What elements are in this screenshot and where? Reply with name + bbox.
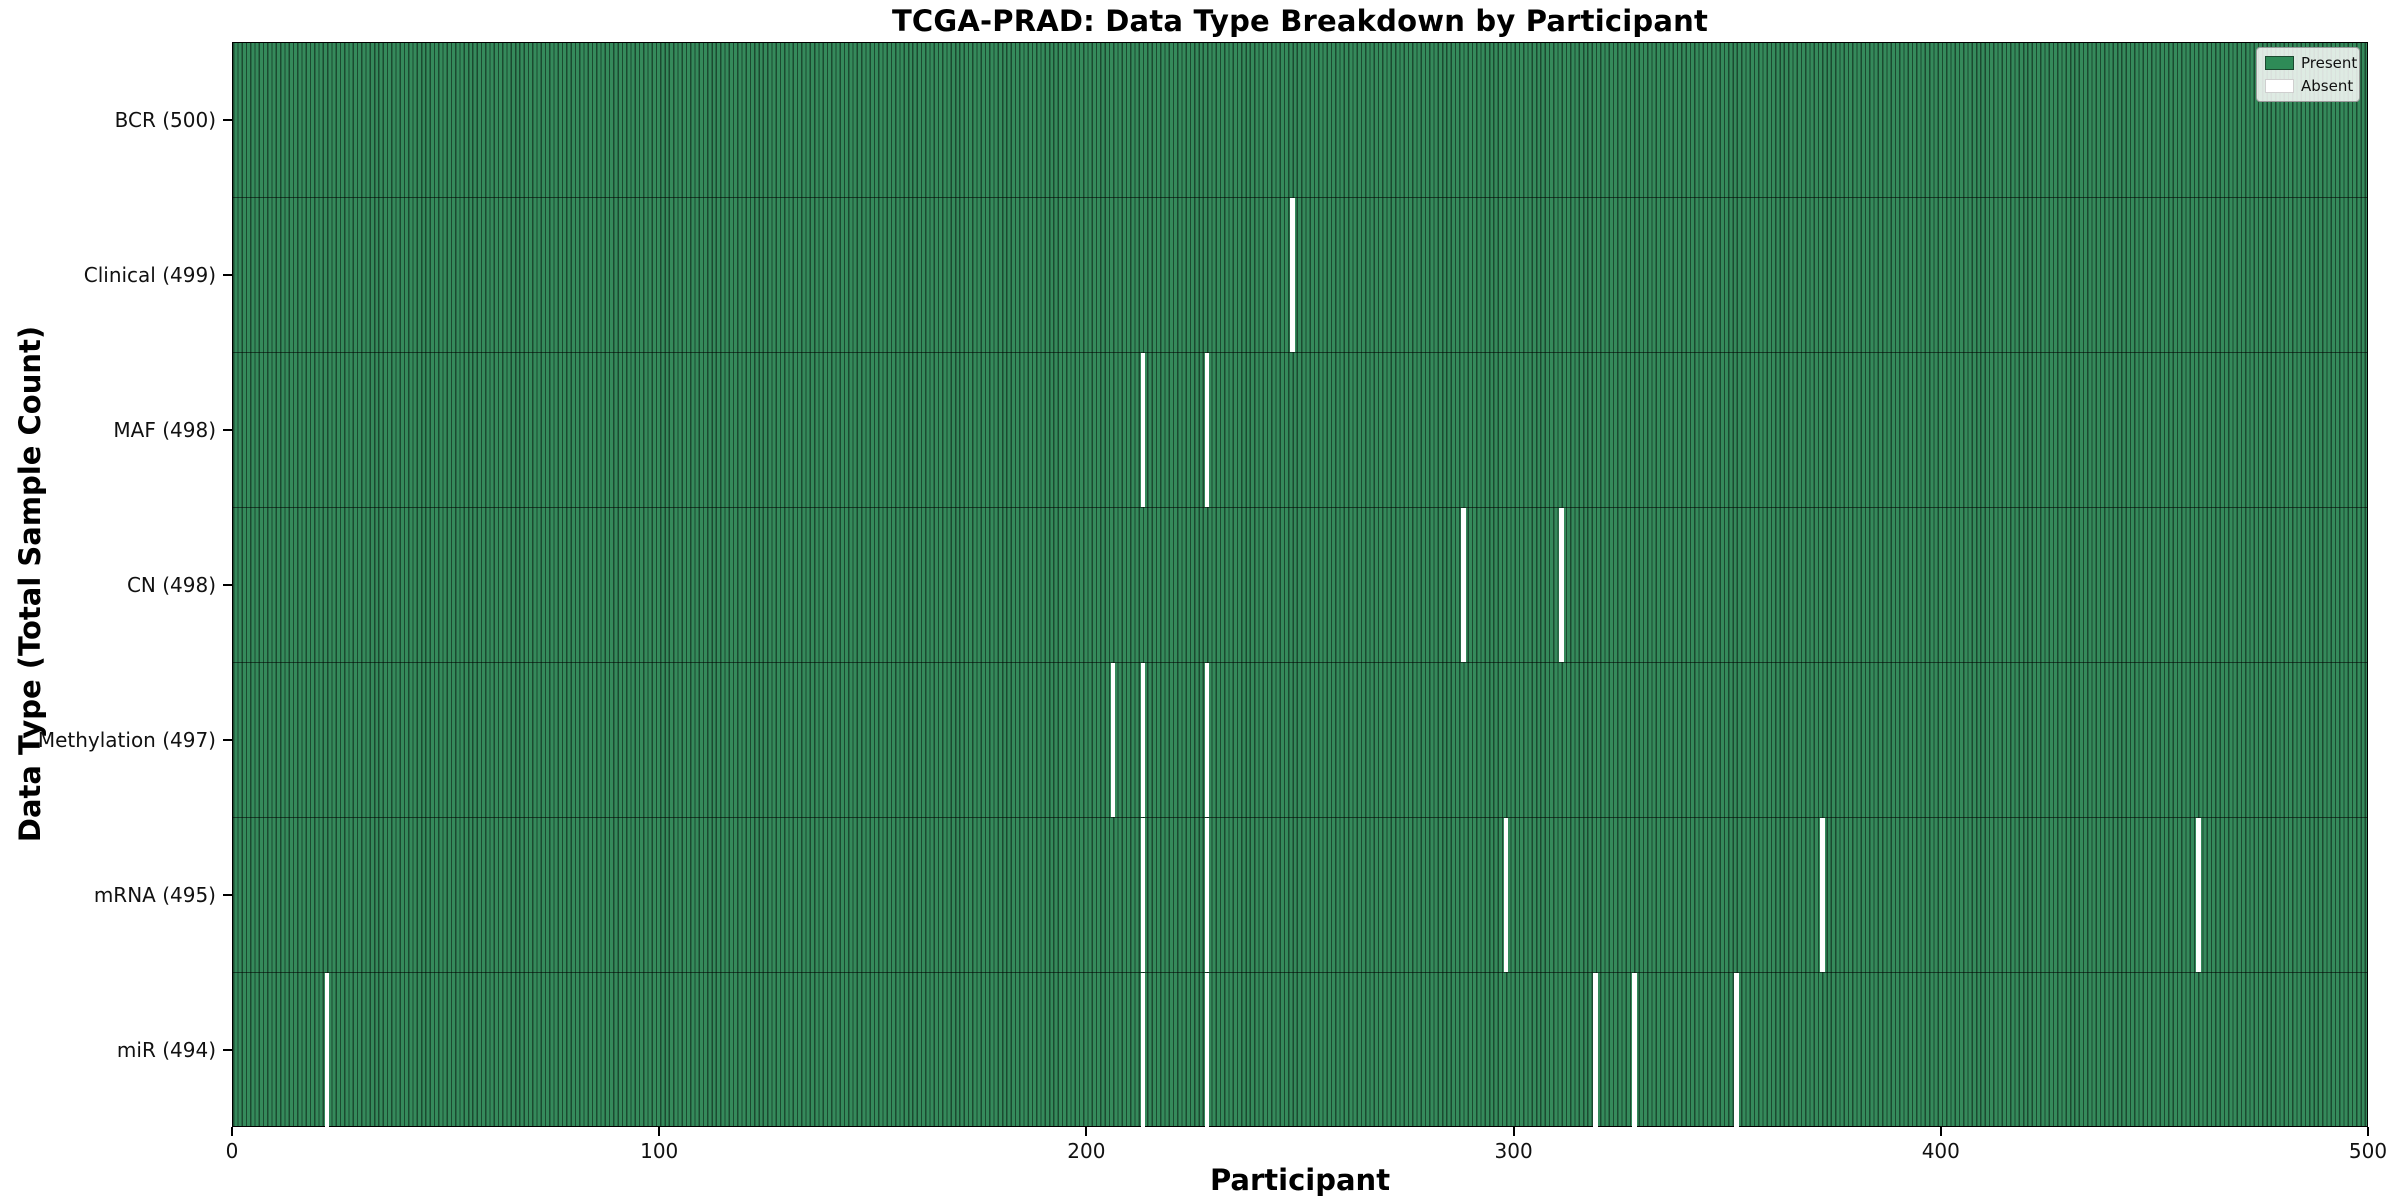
x-axis-label: Participant	[1209, 1163, 1391, 1197]
absent-gap	[1734, 973, 1740, 1128]
heatmap-row-clinical	[233, 198, 2367, 353]
x-tick-label: 500	[2348, 1139, 2388, 1163]
absent-gap	[1140, 663, 1146, 817]
x-tick-mark	[2367, 1127, 2369, 1136]
x-tick-mark	[1085, 1127, 1088, 1136]
y-tick-mark	[223, 1048, 232, 1051]
absent-gap	[1290, 198, 1295, 352]
heatmap-row-maf	[233, 353, 2367, 508]
y-tick-label: Clinical (499)	[83, 262, 216, 287]
legend-swatch-present-icon	[2265, 56, 2294, 70]
chart-title: TCGA-PRAD: Data Type Breakdown by Partic…	[891, 4, 1709, 38]
absent-gap	[1140, 973, 1146, 1128]
x-tick-mark	[231, 1127, 233, 1136]
absent-gap	[1204, 973, 1210, 1128]
absent-gap	[1204, 663, 1210, 817]
y-tick-label: MAF (498)	[113, 417, 216, 442]
y-tick-mark	[223, 893, 232, 896]
legend-item-absent: Absent	[2265, 77, 2354, 95]
heatmap-row-cn	[233, 508, 2367, 663]
legend-label-absent: Absent	[2301, 77, 2354, 95]
absent-gap	[2195, 818, 2201, 972]
absent-gap	[324, 973, 330, 1128]
absent-gap	[1503, 818, 1509, 972]
x-tick-label: 300	[1494, 1139, 1533, 1163]
x-tick-mark	[658, 1127, 661, 1136]
legend-label-present: Present	[2301, 54, 2358, 72]
heatmap-row-mir	[233, 973, 2367, 1128]
heatmap-row-mrna	[233, 818, 2367, 973]
absent-gap	[1204, 353, 1210, 507]
legend: Present Absent	[2256, 47, 2360, 102]
x-tick-label: 200	[1067, 1139, 1106, 1163]
heatmap-row-bcr	[233, 43, 2367, 198]
y-tick-label: mRNA (495)	[93, 882, 216, 907]
y-tick-mark	[223, 583, 232, 586]
absent-gap	[1110, 663, 1116, 817]
x-tick-label: 400	[1921, 1139, 1960, 1163]
absent-gap	[1593, 973, 1599, 1128]
legend-swatch-absent-icon	[2265, 79, 2294, 93]
x-tick-label: 100	[640, 1139, 679, 1163]
y-tick-label: Methylation (497)	[37, 727, 216, 752]
absent-gap	[1140, 353, 1146, 507]
absent-gap	[1140, 818, 1146, 972]
y-tick-label: BCR (500)	[114, 107, 216, 132]
legend-item-present: Present	[2265, 54, 2357, 72]
y-tick-mark	[223, 738, 232, 741]
x-tick-mark	[1512, 1127, 1515, 1136]
y-tick-mark	[223, 428, 232, 431]
y-tick-label: miR (494)	[116, 1037, 216, 1062]
absent-gap	[1559, 508, 1564, 662]
y-tick-mark	[223, 118, 232, 121]
x-tick-mark	[1939, 1127, 1942, 1136]
absent-gap	[1461, 508, 1466, 662]
y-tick-mark	[223, 273, 232, 276]
absent-gap	[1631, 973, 1637, 1128]
plot-area	[232, 42, 2368, 1128]
absent-gap	[1819, 818, 1825, 972]
heatmap-row-methylation	[233, 663, 2367, 818]
y-tick-label: CN (498)	[126, 572, 216, 597]
x-tick-label: 0	[225, 1139, 239, 1163]
absent-gap	[1204, 818, 1210, 972]
